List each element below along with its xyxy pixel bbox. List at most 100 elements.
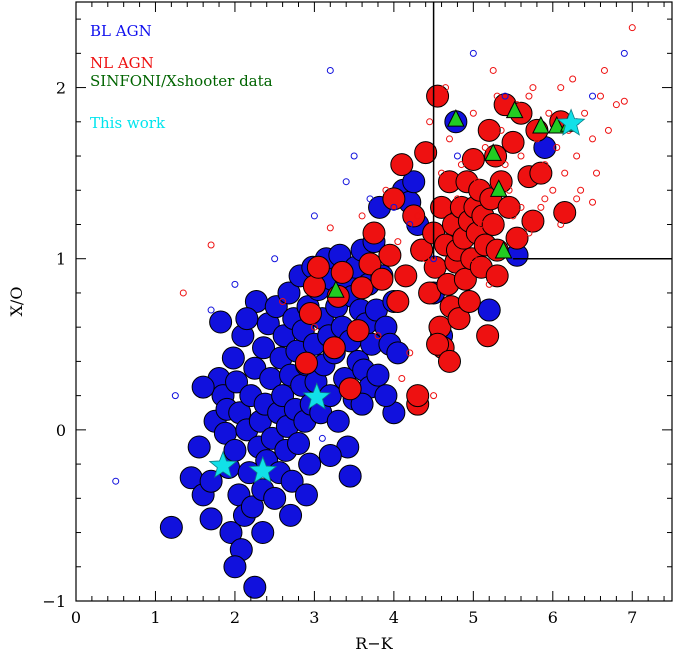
nl-agn-small-point — [489, 66, 497, 74]
bl-agn-point — [159, 515, 183, 539]
bl-agn-point — [402, 170, 426, 194]
nl-agn-point — [505, 226, 529, 250]
x-tick-label: 6 — [548, 608, 558, 627]
nl-agn-small-point — [596, 92, 604, 100]
nl-agn-point — [294, 351, 318, 375]
bl-agn-small-point — [350, 152, 358, 160]
bl-agn-small-point — [342, 178, 350, 186]
nl-agn-small-point — [557, 84, 565, 92]
bl-agn-point — [280, 469, 304, 493]
bl-agn-point — [298, 452, 322, 476]
this-work-star — [208, 450, 238, 479]
nl-agn-point — [394, 264, 418, 288]
sinfoni-triangle — [505, 100, 524, 119]
sinfoni-triangle — [484, 143, 503, 161]
nl-agn-small-point — [525, 229, 533, 237]
bl-agn-point — [326, 409, 350, 433]
nl-agn-small-point — [505, 186, 513, 194]
nl-agn-small-point — [374, 332, 382, 340]
nl-agn-point — [529, 161, 553, 185]
bl-agn-point — [191, 375, 215, 399]
data-points — [112, 24, 636, 599]
bl-agn-small-point — [589, 92, 597, 100]
nl-agn-point — [447, 307, 471, 331]
bl-agn-point — [386, 341, 410, 365]
nl-agn-small-point — [557, 220, 565, 228]
nl-agn-point — [306, 255, 330, 279]
nl-agn-small-point — [541, 161, 549, 169]
sinfoni-triangle — [494, 240, 513, 259]
this-work-star — [248, 455, 278, 484]
nl-agn-small-point — [457, 161, 465, 169]
sinfoni-triangle — [327, 280, 345, 298]
nl-agn-small-point — [406, 349, 414, 357]
x-axis-label: R−K — [355, 634, 393, 653]
nl-agn-small-point — [529, 84, 537, 92]
nl-agn-small-point — [422, 255, 430, 263]
nl-agn-point — [521, 209, 545, 233]
y-tick-label: 2 — [56, 79, 66, 98]
nl-agn-small-point — [569, 75, 577, 83]
x-tick-label: 7 — [627, 608, 637, 627]
bl-agn-small-point — [366, 195, 374, 203]
nl-agn-small-point — [453, 195, 461, 203]
bl-agn-point — [287, 432, 311, 456]
nl-agn-small-point — [517, 152, 525, 160]
nl-agn-small-point — [310, 323, 318, 331]
nl-agn-small-point — [517, 203, 525, 211]
nl-agn-small-point — [485, 195, 493, 203]
nl-agn-small-point — [473, 178, 481, 186]
nl-agn-small-point — [426, 118, 434, 126]
this-work-star — [556, 108, 586, 136]
y-tick-label: −1 — [42, 592, 66, 611]
y-tick-label: 0 — [56, 421, 66, 440]
nl-agn-small-point — [179, 289, 187, 297]
nl-agn-point — [553, 201, 577, 225]
y-tick-label: 1 — [56, 250, 66, 269]
nl-agn-point — [426, 84, 450, 108]
nl-agn-small-point — [279, 298, 287, 305]
nl-agn-point — [298, 301, 322, 325]
x-tick-label: 5 — [468, 608, 478, 627]
nl-agn-small-point — [398, 375, 406, 383]
nl-agn-point — [362, 221, 386, 245]
nl-agn-small-point — [358, 212, 366, 220]
nl-agn-small-point — [382, 186, 390, 194]
bl-agn-point — [251, 521, 275, 545]
x-tick-label: 0 — [71, 608, 81, 627]
legend-entry: SINFONI/Xshooter data — [90, 72, 273, 90]
nl-agn-small-point — [593, 169, 601, 177]
bl-agn-small-point — [469, 49, 477, 57]
nl-agn-small-point — [438, 169, 446, 177]
legend-entry: This work — [90, 114, 166, 132]
bl-agn-small-point — [620, 49, 628, 57]
nl-agn-point — [426, 332, 450, 356]
legend-entry: BL AGN — [90, 22, 152, 40]
nl-agn-small-point — [533, 135, 541, 143]
bl-agn-small-point — [453, 152, 461, 160]
nl-agn-point — [501, 130, 525, 154]
nl-agn-point — [476, 324, 500, 348]
bl-agn-point — [318, 444, 342, 468]
nl-agn-small-point — [207, 241, 215, 249]
bl-agn-point — [235, 307, 259, 331]
nl-agn-point — [481, 212, 505, 236]
nl-agn-point — [330, 260, 354, 284]
nl-agn-point — [386, 290, 410, 313]
this-work-star — [302, 382, 332, 410]
nl-agn-point — [402, 204, 426, 228]
bl-agn-small-point — [207, 306, 215, 314]
nl-agn-small-point — [394, 238, 402, 246]
nl-agn-point — [338, 377, 362, 401]
bl-agn-small-point — [310, 212, 318, 220]
nl-agn-small-point — [589, 198, 597, 206]
x-tick-label: 1 — [150, 608, 160, 627]
legend-entry: NL AGN — [90, 54, 154, 72]
nl-agn-small-point — [604, 126, 612, 134]
nl-agn-small-point — [521, 178, 529, 186]
bl-agn-point — [187, 435, 211, 459]
nl-agn-point — [461, 147, 485, 171]
bl-agn-small-point — [171, 392, 179, 400]
sinfoni-triangle — [547, 115, 566, 134]
nl-agn-point — [322, 336, 346, 360]
